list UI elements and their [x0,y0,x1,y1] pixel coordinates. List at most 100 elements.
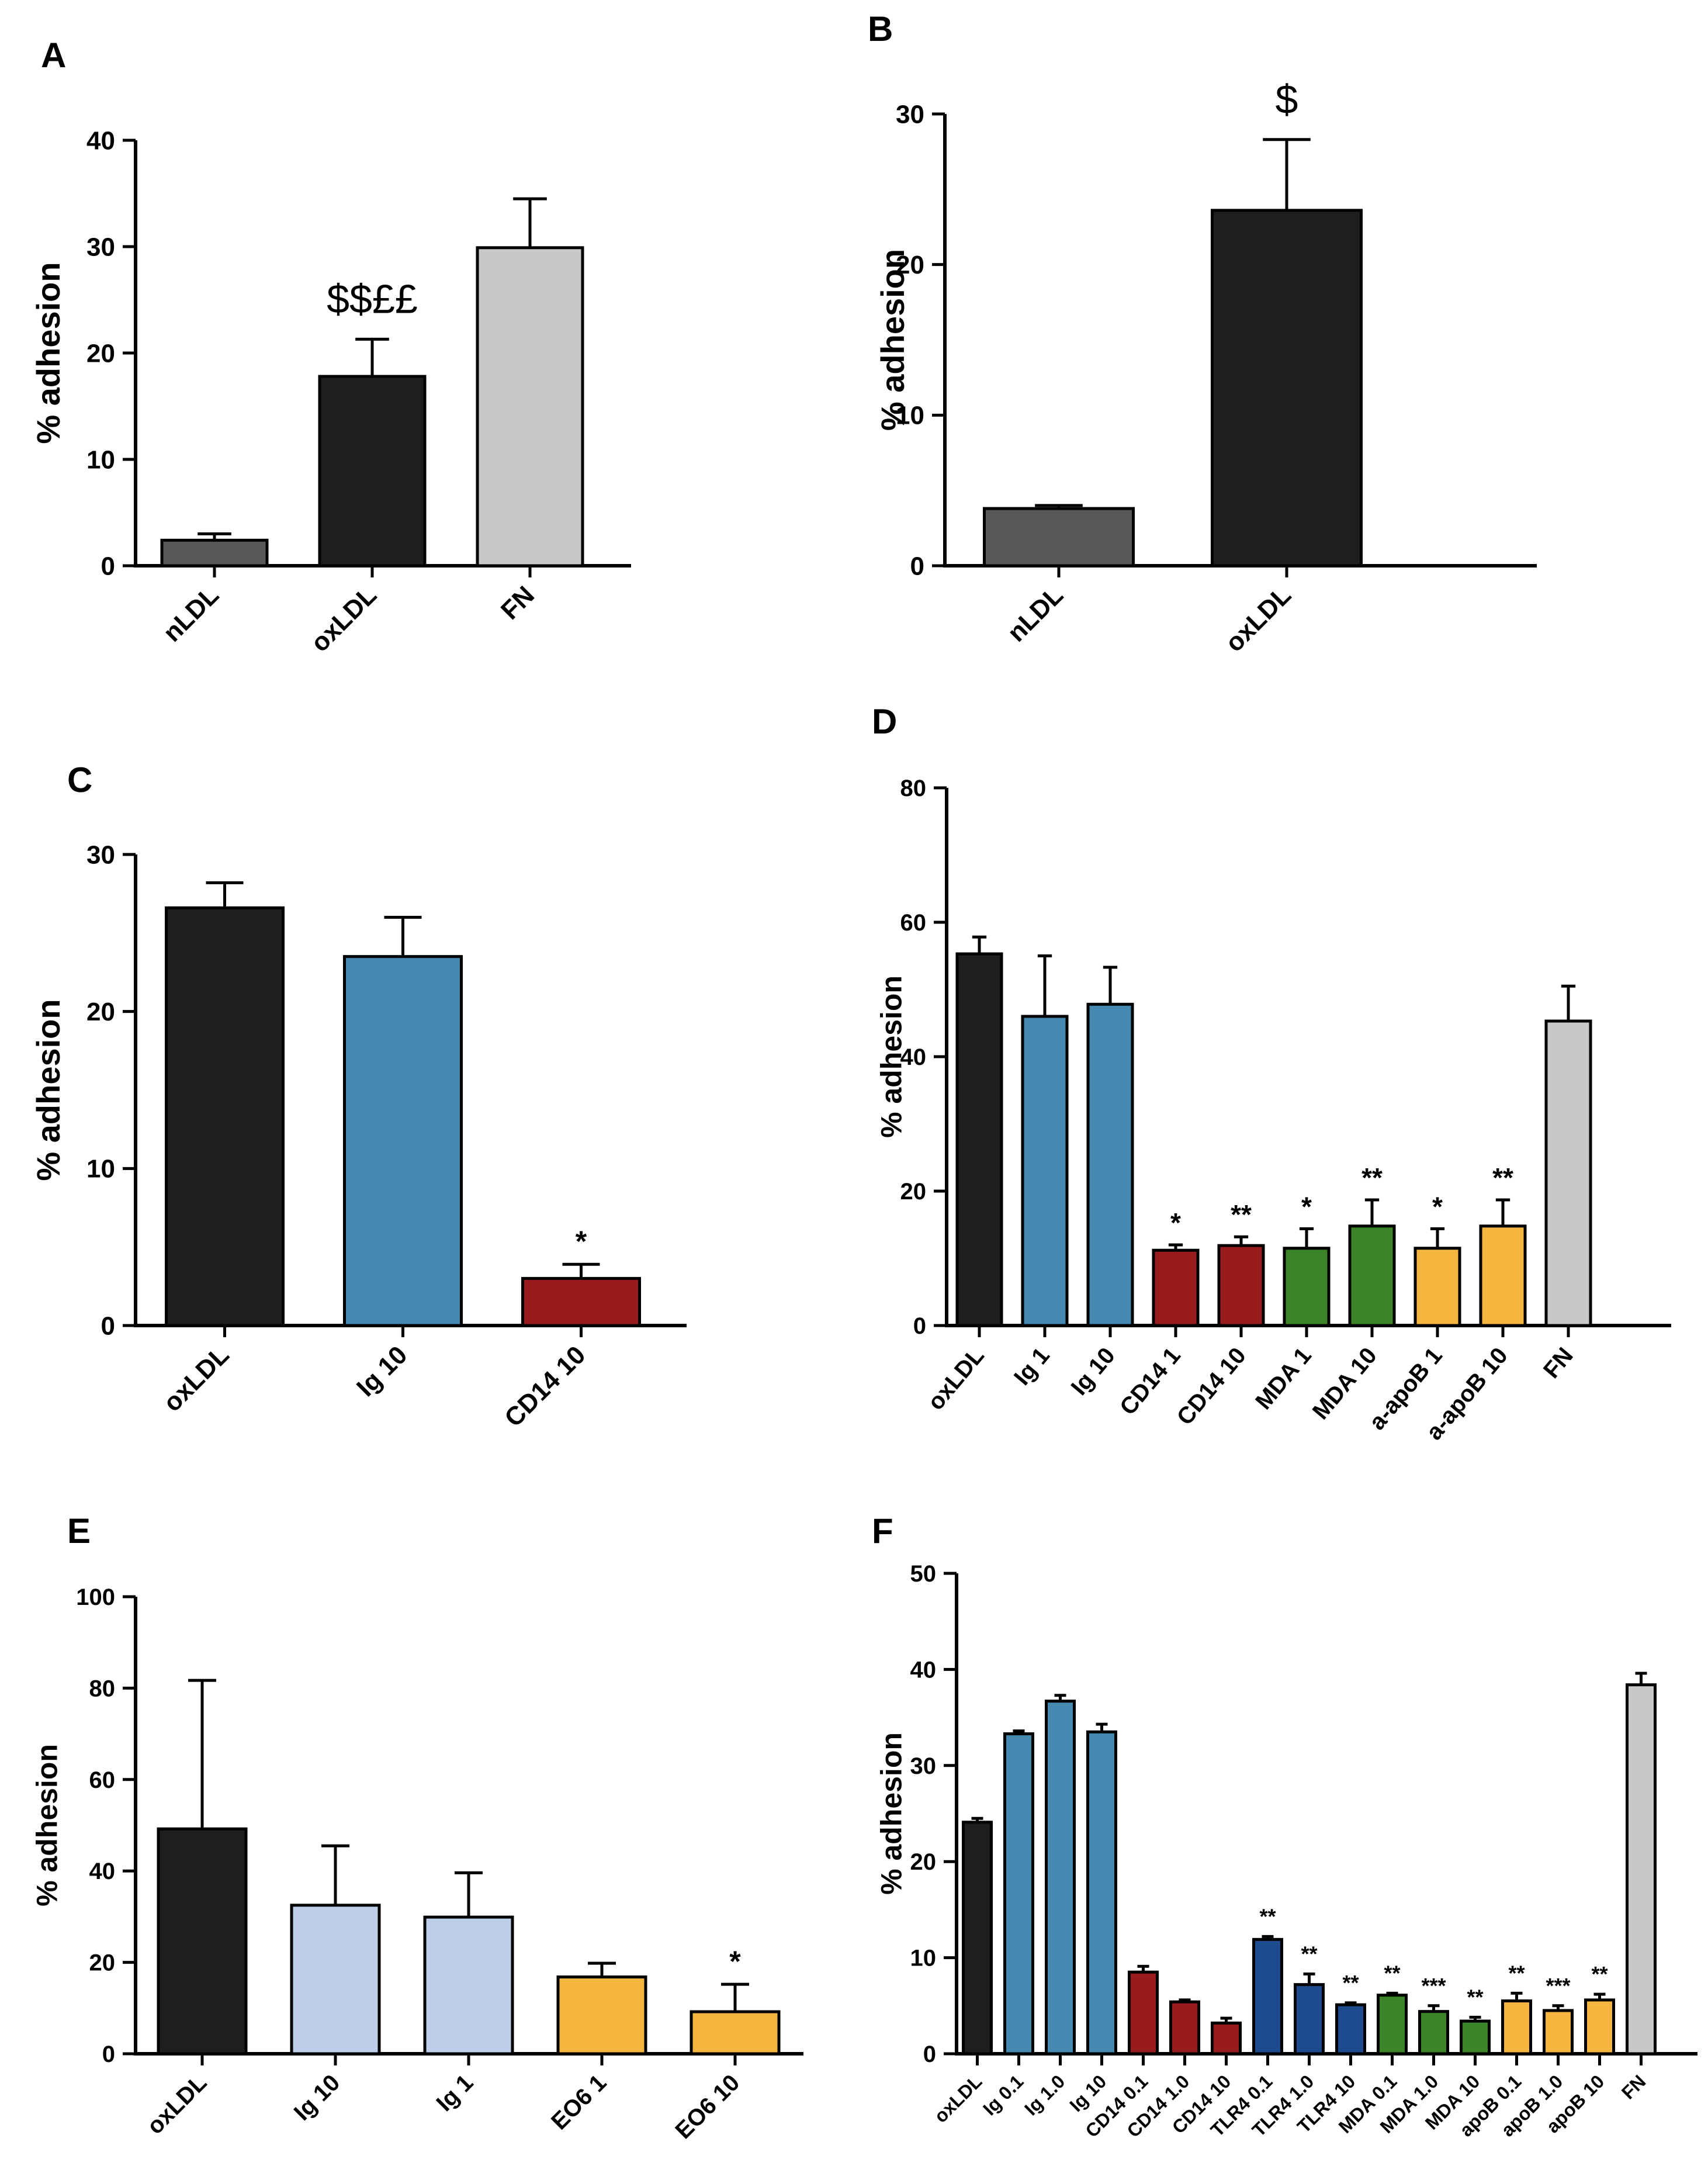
panel-label: D [872,702,897,741]
bar-tlr4-1-0 [1294,1983,1325,2056]
y-tick-label: 80 [900,776,927,801]
y-tick-label: 60 [89,1767,116,1793]
y-tick-label: 0 [101,552,115,580]
bar-fn [1626,1683,1657,2056]
category-label: nLDL [1002,581,1069,648]
panel-b: B 0 10 20 30 % adhesion nLDL $ oxLDL [868,9,1537,658]
bar-apob-0-1 [1501,1999,1532,2056]
bar-mda-10 [1460,2019,1491,2056]
bar-nldl [983,507,1135,568]
panel-label: A [41,36,66,75]
category-label: FN [1539,1343,1578,1383]
y-tick-label: 40 [86,126,115,155]
bar-cd14-0-1 [1128,1970,1159,2056]
y-tick-label: 40 [910,1657,937,1683]
category-label: EO6 10 [670,2070,744,2144]
significance-label: ** [1301,1942,1317,1966]
bar-cd14-10 [1217,1244,1265,1327]
category-label: Ig 0.1 [979,2071,1027,2119]
panel-c: C 0 10 20 30 % adhesion oxLDL Ig 10 * CD14 10 [30,760,687,1432]
category-label: Ig 10 [289,2070,345,2126]
category-label: nLDL [158,581,224,648]
significance-label: ** [1492,1162,1513,1193]
bar-tlr4-0-1 [1252,1937,1283,2056]
category-label: Ig 1 [1009,1343,1055,1390]
significance-label: ** [1361,1162,1383,1193]
bar-ig-1 [1021,1015,1069,1327]
bar-mda-10 [1348,1224,1396,1327]
bar-ig-1 [423,1915,514,2056]
y-tick-label: 20 [86,339,115,368]
bar-apob-10 [1584,1998,1615,2056]
panel-label: C [67,760,92,800]
category-label: Ig 10 [351,1341,413,1403]
category-label: Ig 10 [1066,1343,1120,1400]
y-tick-label: 10 [86,445,115,474]
y-tick-label: 0 [923,2041,936,2067]
significance-label: ** [1467,1985,1483,2009]
panel-d: D 0 20 40 60 80 % adhesion oxLDL Ig 1 Ig 10 * CD14 … [872,702,1671,1445]
category-label: CD14 1 [1115,1343,1186,1420]
panel-label: F [872,1511,893,1551]
bar-mda-0-1 [1377,1994,1408,2056]
bar-cd14-1 [1152,1248,1200,1327]
significance-label: * [1301,1191,1312,1222]
y-tick-label: 0 [913,1313,926,1339]
category-label: EO6 1 [546,2070,611,2134]
category-label: oxLDL [306,581,382,658]
significance-label: * [729,1945,741,1978]
bar-eo6-1 [556,1975,647,2056]
bar-ig-10 [290,1904,381,2056]
significance-label: * [1170,1207,1181,1238]
category-label: CD14 10 [1172,1343,1251,1430]
y-tick-label: 0 [910,552,924,580]
significance-label: * [576,1225,587,1258]
y-tick-label: 20 [89,1950,116,1976]
y-tick-label: 30 [86,233,115,261]
y-tick-label: 20 [910,1849,937,1875]
y-tick-label: 0 [102,2041,115,2067]
y-tick-label: 40 [900,1044,927,1070]
bar-oxldl [157,1827,248,2056]
category-label: MDA 1 [1250,1343,1316,1414]
y-tick-label: 20 [896,251,924,279]
bar-a-apob-10 [1479,1224,1527,1327]
significance-label: ** [1259,1904,1276,1928]
bar-oxldl [165,906,285,1327]
panel-a: A 0 10 20 30 40 % adhesion nLDL $$££ oxLDL FN [30,36,631,658]
bar-ig-0-1 [1003,1732,1034,2056]
bar-a-apob-1 [1413,1247,1461,1327]
bar-oxldl [1211,209,1363,568]
significance-label: *** [1546,1974,1570,1998]
category-label: oxLDL [158,1341,234,1417]
category-label: oxLDL [142,2070,212,2139]
y-tick-label: 40 [89,1859,116,1884]
y-axis-title: % adhesion [30,262,67,444]
bar-cd14-1-0 [1169,2000,1200,2056]
significance-label: * [1432,1191,1443,1222]
y-tick-label: 100 [76,1584,115,1610]
bar-mda-1 [1283,1247,1331,1327]
y-axis-title: % adhesion [31,1744,64,1906]
panel-e: E 0 20 40 60 80 100 % adhesion oxLDL Ig 10 Ig 1 EO6… [31,1511,803,2144]
y-axis-title: % adhesion [30,999,67,1181]
category-label: Ig 1 [432,2070,479,2116]
y-axis-title: % adhesion [875,1732,908,1895]
significance-label: ** [1508,1961,1525,1985]
category-label: FN [1617,2071,1650,2103]
y-tick-label: 20 [86,998,115,1026]
y-axis-title: % adhesion [875,975,908,1138]
significance-label: ** [1231,1199,1252,1230]
y-tick-label: 30 [910,1753,937,1779]
significance-label: $ [1276,77,1298,122]
category-label: oxLDL [1220,581,1297,658]
bar-fn [1544,1019,1592,1327]
category-label: Ig 1.0 [1020,2071,1069,2119]
y-axis-title: % adhesion [874,249,911,431]
bar-ig-1-0 [1045,1700,1076,2056]
significance-label: ** [1591,1962,1607,1986]
bar-apob-1-0 [1543,2009,1574,2056]
bar-cd14-10 [1211,2021,1242,2056]
